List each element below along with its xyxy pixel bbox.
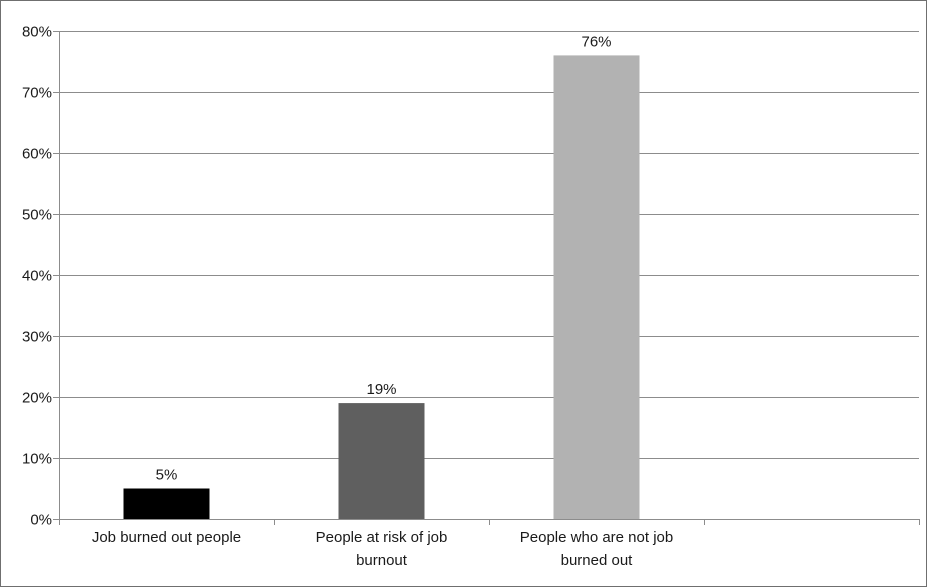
category-label-line: People who are not job <box>520 529 673 546</box>
data-label: 5% <box>156 467 178 484</box>
bar <box>123 488 210 519</box>
bar <box>553 55 640 520</box>
y-tick-label: 10% <box>22 451 52 468</box>
bar <box>338 403 425 519</box>
y-tick-label: 40% <box>22 268 52 285</box>
y-tick-label: 70% <box>22 85 52 102</box>
y-tick-label: 30% <box>22 329 52 346</box>
axes <box>53 31 920 525</box>
category-label: People at risk of job burnout <box>316 529 448 569</box>
data-label: 19% <box>366 381 396 398</box>
category-label-line: burned out <box>561 552 634 569</box>
category-label-line: Job burned out people <box>92 529 241 546</box>
y-tick-label: 0% <box>30 512 52 529</box>
category-label-line: People at risk of job <box>316 529 448 546</box>
category-label-line: burnout <box>356 552 408 569</box>
labels: 0% 10% 20% 30% 40% 50% 60% 70% 80% 5% Job burned o… <box>22 24 673 570</box>
bars <box>123 55 640 520</box>
y-tick-label: 20% <box>22 390 52 407</box>
data-label: 76% <box>581 33 611 50</box>
gridlines <box>59 31 919 459</box>
category-label: Job burned out people <box>92 529 241 546</box>
y-tick-label: 60% <box>22 146 52 163</box>
category-label: People who are not job burned out <box>520 529 673 569</box>
y-tick-label: 50% <box>22 207 52 224</box>
y-tick-label: 80% <box>22 24 52 41</box>
